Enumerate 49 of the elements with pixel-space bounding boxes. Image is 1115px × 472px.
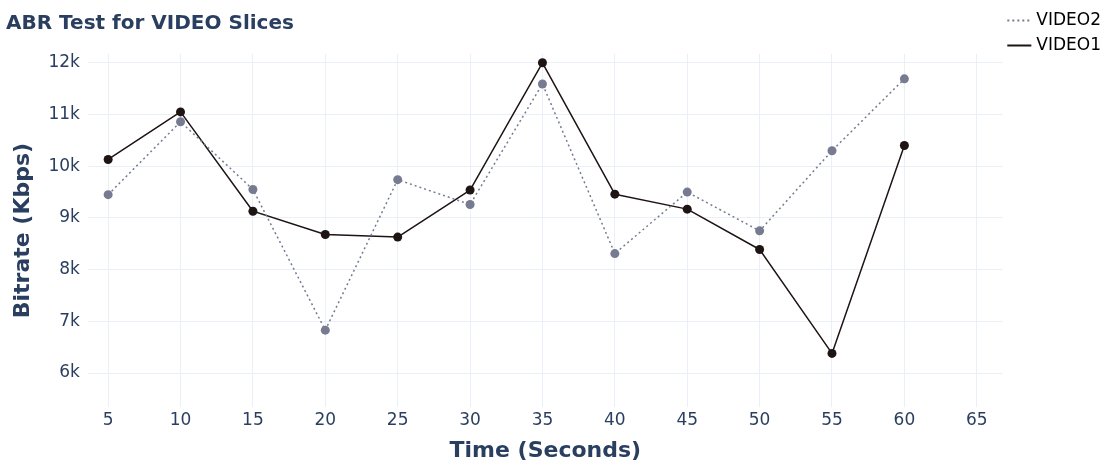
point (610, 189, 620, 199)
legend-label: VIDEO1 (1036, 33, 1101, 54)
x-tick-label: 20 (314, 408, 337, 429)
x-tick-label: 45 (676, 408, 699, 429)
point (755, 226, 765, 236)
x-tick-label: 15 (242, 408, 264, 429)
point (248, 184, 258, 194)
point (610, 249, 620, 259)
point (682, 187, 692, 197)
x-tick-label: 30 (459, 408, 481, 429)
point (899, 74, 909, 84)
point (827, 348, 837, 358)
x-tick-label: 35 (531, 408, 554, 429)
x-axis-title: Time (Seconds) (449, 436, 642, 462)
x-tick-label: 40 (604, 408, 626, 429)
x-tick-label: 10 (169, 408, 192, 429)
y-tick-label: 8k (59, 258, 81, 279)
y-axis-title: Bitrate (Kbps) (8, 142, 34, 319)
point (899, 141, 909, 151)
point (537, 79, 547, 89)
y-tick-label: 6k (59, 361, 81, 382)
chart-title: ABR Test for VIDEO Slices (6, 10, 294, 35)
point (393, 175, 403, 185)
point (176, 117, 186, 127)
point (465, 185, 475, 195)
point (827, 146, 837, 156)
x-tick-label: 5 (102, 408, 114, 429)
y-tick-label: 7k (59, 309, 81, 330)
point (465, 199, 475, 209)
point (320, 229, 330, 239)
x-tick-label: 60 (893, 408, 916, 429)
x-tick-label: 25 (386, 408, 409, 429)
y-tick-label: 10k (48, 154, 81, 175)
point (755, 244, 765, 254)
point (537, 58, 547, 68)
x-tick-label: 50 (748, 408, 771, 429)
point (320, 325, 330, 335)
point (393, 232, 403, 242)
point (682, 204, 692, 214)
point (176, 107, 186, 117)
y-tick-label: 12k (48, 51, 81, 72)
point (248, 206, 258, 216)
y-tick-label: 9k (59, 206, 81, 227)
point (103, 155, 113, 164)
x-tick-label: 55 (821, 408, 843, 429)
legend-label: VIDEO2 (1036, 8, 1101, 29)
point (103, 190, 113, 200)
y-tick-label: 11k (48, 102, 81, 123)
x-tick-label: 65 (965, 408, 988, 429)
